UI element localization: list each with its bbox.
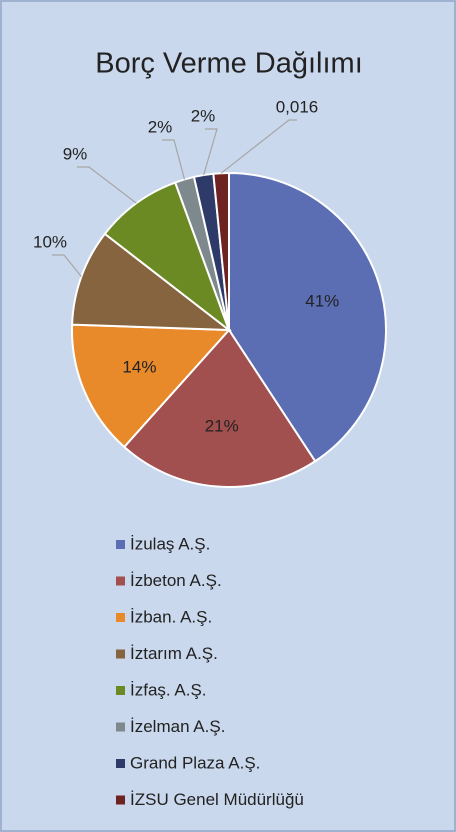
data-label: 41%: [305, 292, 339, 311]
pie-slice: [122, 328, 317, 488]
legend-label: İzfaş. A.Ş.: [130, 680, 207, 699]
pie-slice: [103, 181, 232, 333]
legend-label: İzbeton A.Ş.: [130, 571, 222, 590]
leader-line: [220, 119, 297, 174]
legend-swatch: [116, 540, 125, 549]
chart-title: Borç Verme Dağılımı: [95, 48, 363, 80]
data-label: 0,016: [276, 97, 319, 116]
leader-line: [52, 254, 82, 278]
legend-label: İzban. A.Ş.: [130, 607, 212, 626]
legend-swatch: [116, 722, 125, 732]
leader-line: [203, 128, 218, 176]
legend-swatch: [116, 576, 125, 586]
data-label: 2%: [191, 106, 216, 125]
legend-label: Grand Plaza A.Ş.: [130, 753, 260, 772]
data-label: 2%: [148, 117, 173, 136]
legend-swatch: [116, 686, 125, 695]
pie-slice: [71, 323, 232, 449]
data-label: 10%: [33, 232, 67, 251]
legend-swatch: [116, 759, 125, 768]
data-label: 21%: [205, 417, 239, 436]
leader-line: [162, 139, 186, 180]
legend-label: İztarım A.Ş.: [130, 644, 218, 663]
legend-swatch: [116, 649, 125, 659]
legend-label: İZSU Genel Müdürlüğü: [130, 790, 304, 809]
legend-label: İzelman A.Ş.: [130, 717, 225, 736]
data-label: 9%: [63, 144, 88, 163]
leader-line: [77, 166, 137, 204]
legend-swatch: [116, 795, 125, 805]
data-label: 14%: [122, 358, 156, 377]
legend-label: İzulaş A.Ş.: [130, 534, 210, 553]
legend-swatch: [116, 613, 125, 622]
